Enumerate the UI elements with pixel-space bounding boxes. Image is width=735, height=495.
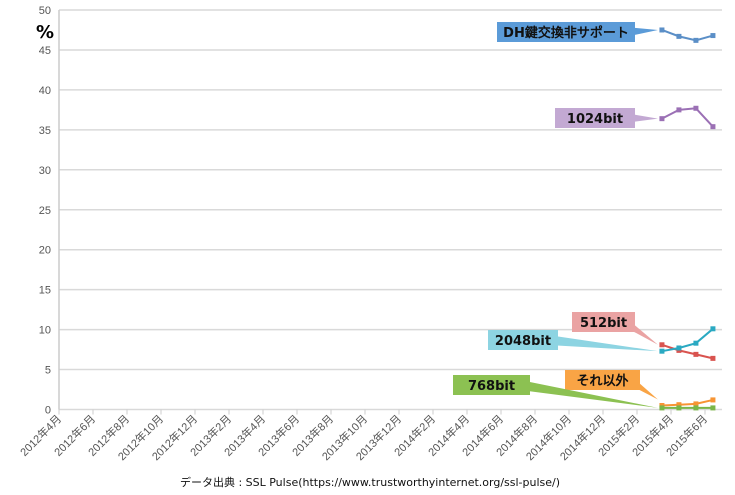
series-line bbox=[661, 343, 714, 360]
y-tick-label: 0 bbox=[45, 405, 51, 417]
data-point bbox=[710, 124, 716, 130]
series-3 bbox=[659, 326, 716, 354]
data-point bbox=[676, 405, 682, 411]
data-point bbox=[676, 345, 682, 351]
y-tick-label: 45 bbox=[39, 45, 51, 57]
y-tick-label: 35 bbox=[39, 125, 51, 137]
series-line bbox=[661, 398, 714, 407]
y-tick-label: 10 bbox=[39, 325, 51, 337]
data-point bbox=[693, 351, 699, 357]
callout-box bbox=[572, 312, 635, 332]
y-axis-label: % bbox=[36, 22, 54, 43]
x-axis: 2012年4月2012年6月2012年8月2012年10月2012年12月201… bbox=[17, 409, 710, 463]
source-note: データ出典 : SSL Pulse(https://www.trustworth… bbox=[180, 475, 560, 489]
y-axis: 0 5 10 15 20 25 30 35 40 45 50 bbox=[39, 5, 60, 417]
callout-pointer bbox=[548, 335, 658, 352]
series-4 bbox=[659, 397, 716, 409]
data-point bbox=[710, 33, 716, 39]
y-tick-label: 20 bbox=[39, 245, 51, 257]
series-name: 768bit bbox=[468, 379, 515, 394]
data-point bbox=[693, 37, 699, 43]
callout-box bbox=[453, 375, 530, 395]
callout-box bbox=[565, 370, 640, 390]
data-point bbox=[659, 342, 665, 348]
y-tick-label: 25 bbox=[39, 205, 51, 217]
series-labels: DH鍵交換非サポート 1024bit 512bit 2048bit それ以外 768bit bbox=[453, 22, 658, 408]
data-point bbox=[676, 33, 682, 39]
series-name: 2048bit bbox=[495, 334, 551, 349]
series-label-3: 2048bit bbox=[488, 330, 658, 352]
y-tick-label: 15 bbox=[39, 285, 51, 297]
y-tick-label: 5 bbox=[45, 365, 51, 377]
data-point bbox=[659, 27, 665, 33]
gridlines bbox=[59, 9, 722, 411]
data-point bbox=[693, 105, 699, 111]
series-label-0: DH鍵交換非サポート bbox=[497, 22, 658, 42]
data-point bbox=[693, 401, 699, 407]
data-point bbox=[710, 397, 716, 403]
y-tick-label: 30 bbox=[39, 165, 51, 177]
series-5 bbox=[659, 405, 716, 411]
callout-box bbox=[497, 22, 635, 42]
y-tick-label: 40 bbox=[39, 85, 51, 97]
series-1 bbox=[659, 105, 716, 130]
callout-pointer bbox=[520, 380, 658, 408]
data-point bbox=[710, 355, 716, 361]
series-name: 1024bit bbox=[567, 112, 623, 127]
series-group bbox=[659, 27, 716, 411]
data-point bbox=[659, 405, 665, 411]
series-0 bbox=[659, 27, 716, 43]
series-label-1: 1024bit bbox=[555, 108, 658, 128]
series-name: それ以外 bbox=[576, 373, 628, 389]
series-label-2: 512bit bbox=[572, 312, 658, 345]
series-line bbox=[661, 328, 714, 353]
series-line bbox=[661, 29, 714, 42]
data-point bbox=[659, 348, 665, 354]
data-point bbox=[693, 405, 699, 411]
series-line bbox=[661, 107, 714, 128]
series-label-4: それ以外 bbox=[565, 370, 658, 400]
data-point bbox=[676, 402, 682, 408]
y-tick-label: 50 bbox=[39, 5, 51, 17]
callout-box bbox=[488, 330, 558, 350]
series-name: DH鍵交換非サポート bbox=[503, 25, 629, 41]
data-point bbox=[693, 340, 699, 346]
series-label-5: 768bit bbox=[453, 375, 658, 408]
data-point bbox=[676, 107, 682, 113]
data-point bbox=[710, 326, 716, 332]
data-point bbox=[710, 405, 716, 411]
series-name: 512bit bbox=[580, 316, 627, 331]
data-point bbox=[659, 116, 665, 122]
callout-box bbox=[555, 108, 635, 128]
